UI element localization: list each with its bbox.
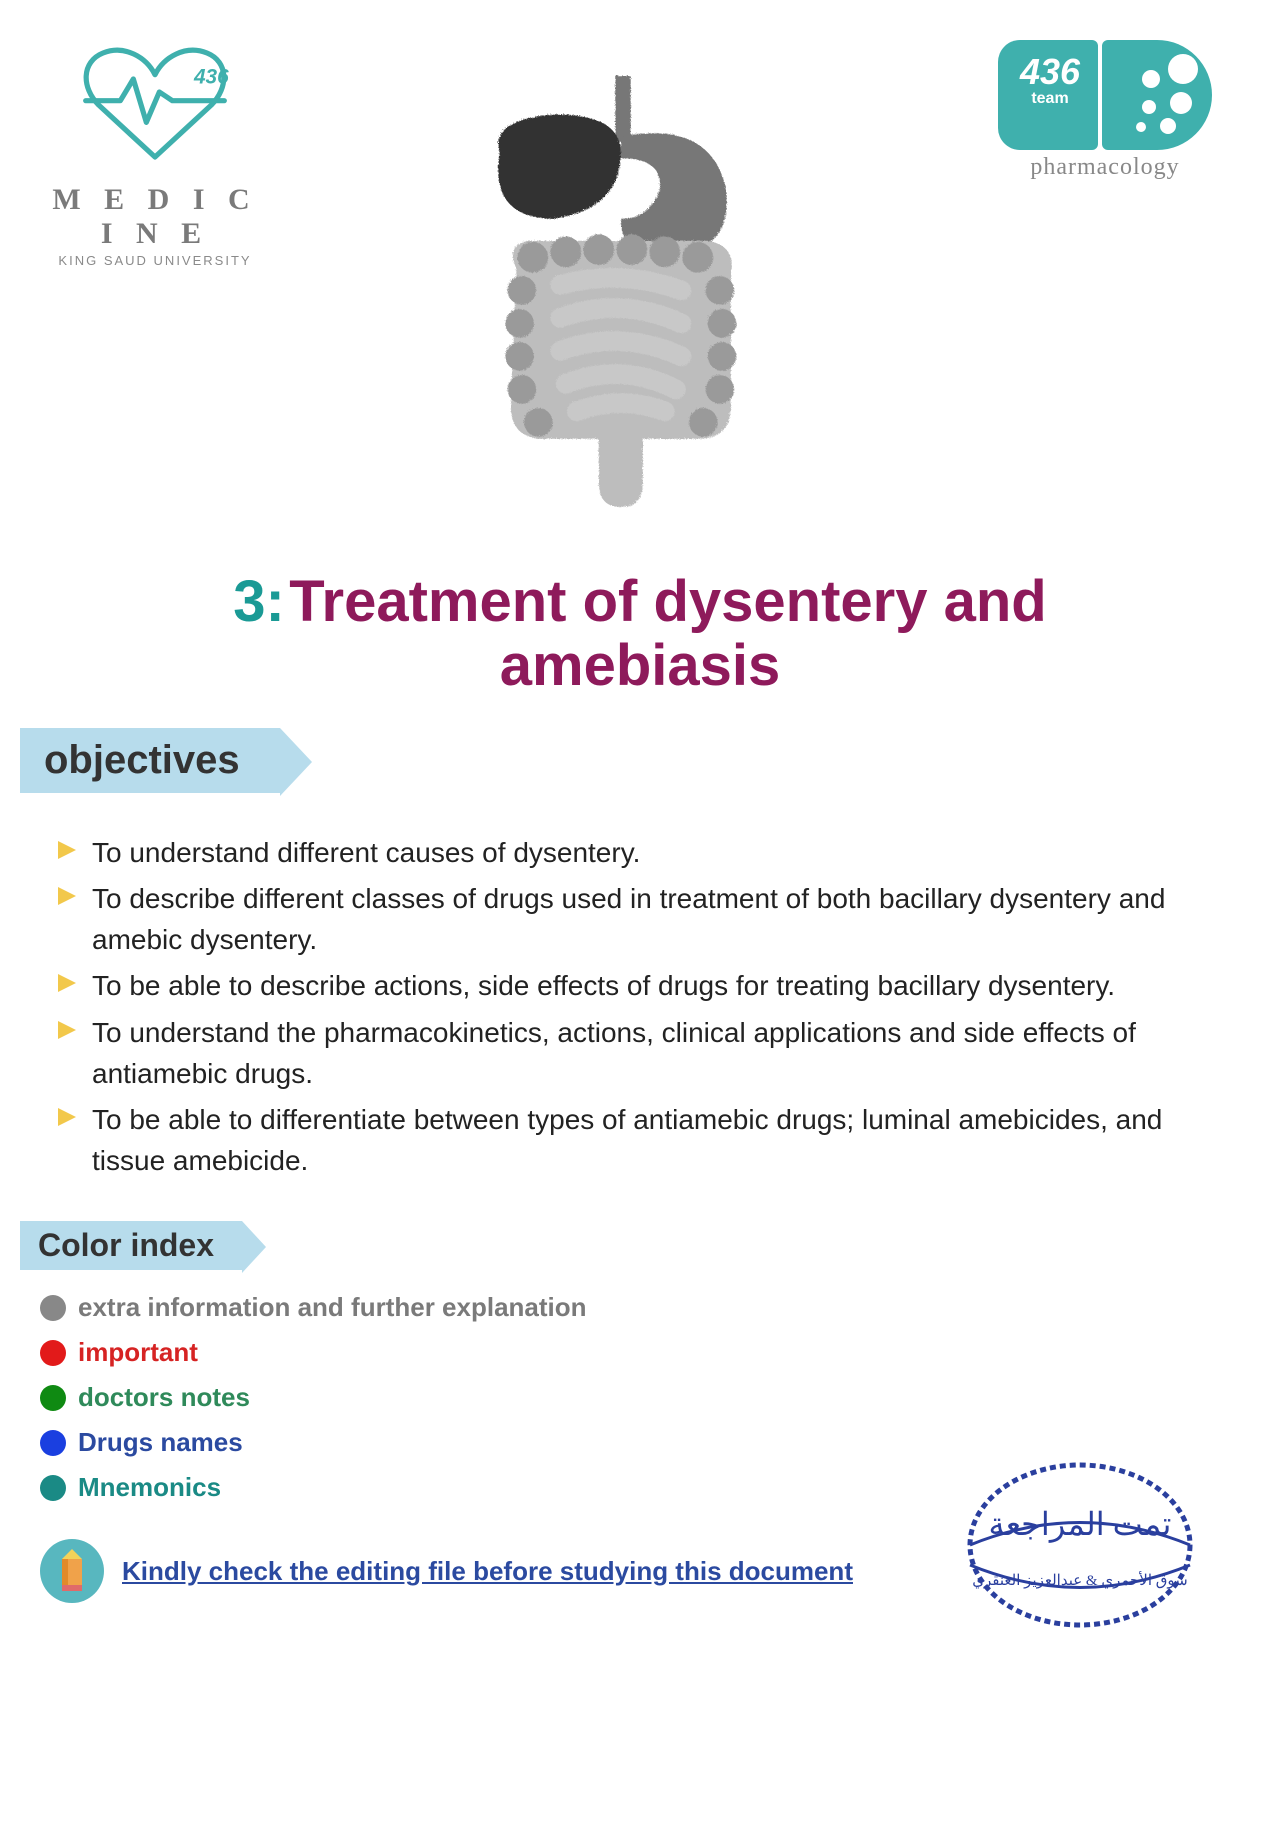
bullet-icon [56, 1106, 78, 1128]
color-label: extra information and further explanatio… [78, 1292, 587, 1323]
bullet-icon [56, 1019, 78, 1041]
review-stamp: تمت المراجعة شوق الأحمري & عبدالعزيز الع… [950, 1450, 1210, 1660]
color-index-item: important [40, 1337, 1240, 1368]
team-number: 436 [1020, 54, 1080, 90]
team-badge-left: 436 team [998, 40, 1098, 150]
objectives-list: To understand different causes of dysent… [40, 833, 1240, 1182]
anatomy-illustration [440, 40, 800, 550]
objective-text: To be able to differentiate between type… [92, 1100, 1240, 1181]
header: 436 M E D I C I N E KING SAUD UNIVERSITY [40, 40, 1240, 550]
stamp-names: شوق الأحمري & عبدالعزيز العنقري [972, 1571, 1187, 1589]
team-badge-right [1102, 40, 1212, 150]
objective-item: To describe different classes of drugs u… [56, 879, 1240, 960]
team-label: team [1031, 90, 1068, 108]
color-label: doctors notes [78, 1382, 250, 1413]
color-index-item: doctors notes [40, 1382, 1240, 1413]
color-dot [40, 1475, 66, 1501]
color-index-banner: Color index [20, 1221, 242, 1270]
logo-medicine: 436 M E D I C I N E KING SAUD UNIVERSITY [40, 40, 270, 268]
stamp-title: تمت المراجعة [989, 1506, 1172, 1543]
objective-item: To understand the pharmacokinetics, acti… [56, 1013, 1240, 1094]
bullet-icon [56, 972, 78, 994]
color-dot [40, 1340, 66, 1366]
color-dot [40, 1430, 66, 1456]
logo-pharmacology: 436 team pharmacology [970, 40, 1240, 181]
pharmacology-label: pharmacology [970, 154, 1240, 181]
logo-number: 436 [193, 65, 229, 88]
color-dot [40, 1295, 66, 1321]
objective-item: To be able to describe actions, side eff… [56, 966, 1240, 1007]
title-text-1: Treatment of dysentery and [289, 569, 1046, 634]
pencil-badge [40, 1539, 104, 1603]
logo-subtitle: KING SAUD UNIVERSITY [40, 253, 270, 268]
objective-text: To understand different causes of dysent… [92, 833, 1240, 874]
objectives-banner: objectives [20, 728, 280, 793]
bullet-icon [56, 839, 78, 861]
objective-text: To be able to describe actions, side eff… [92, 966, 1240, 1007]
color-label: Drugs names [78, 1427, 243, 1458]
objective-item: To be able to differentiate between type… [56, 1100, 1240, 1181]
color-dot [40, 1385, 66, 1411]
objective-text: To describe different classes of drugs u… [92, 879, 1240, 960]
logo-title: M E D I C I N E [40, 183, 270, 251]
objective-text: To understand the pharmacokinetics, acti… [92, 1013, 1240, 1094]
title-text-2: amebiasis [500, 633, 781, 698]
objective-item: To understand different causes of dysent… [56, 833, 1240, 874]
heart-ecg-icon: 436 [65, 40, 245, 170]
color-label: important [78, 1337, 198, 1368]
page-title: 3: Treatment of dysentery and amebiasis [40, 570, 1240, 698]
bullet-icon [56, 885, 78, 907]
color-index-item: extra information and further explanatio… [40, 1292, 1240, 1323]
pencil-icon [56, 1549, 88, 1593]
color-label: Mnemonics [78, 1472, 221, 1503]
title-number: 3: [233, 569, 285, 634]
editing-file-link[interactable]: Kindly check the editing file before stu… [122, 1556, 853, 1587]
